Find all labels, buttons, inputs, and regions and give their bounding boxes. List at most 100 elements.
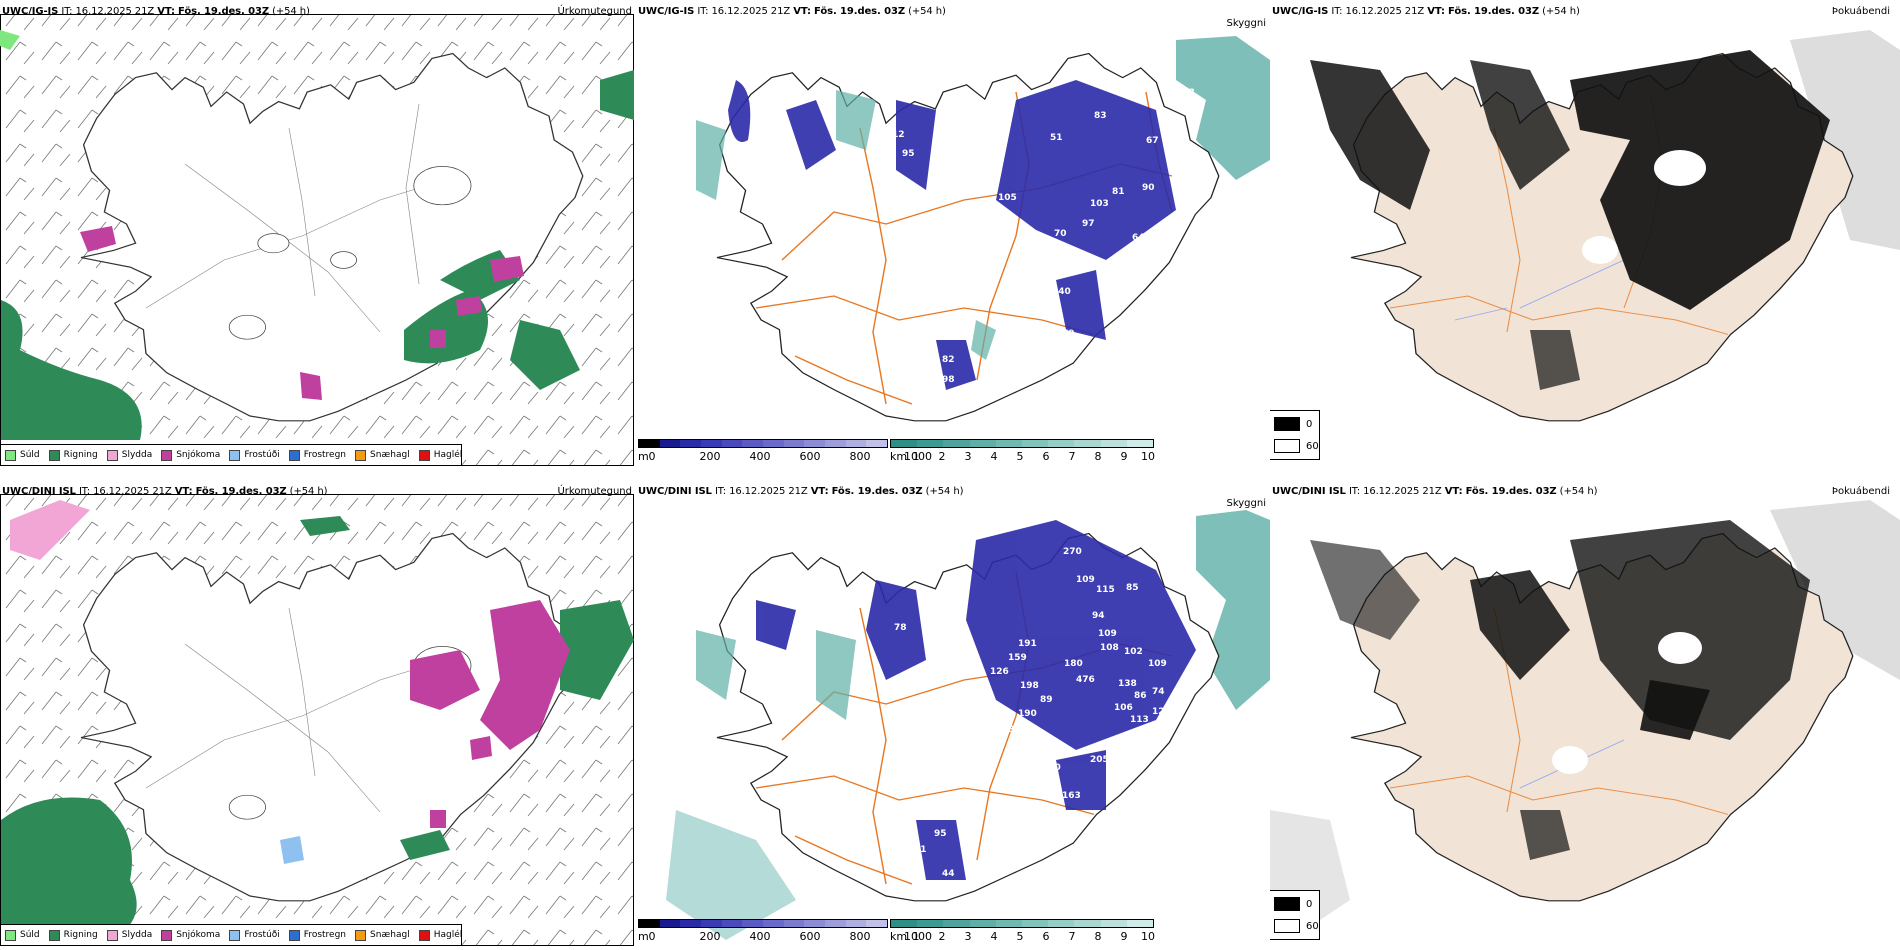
legend-item: Rigning [48,449,98,461]
fog-map [1270,500,1900,940]
cloud-label: 113 [1130,715,1149,725]
cloud-label: 108 [1100,643,1119,653]
fog-legend-row: 60 [1274,439,1319,453]
colorbar-tick: 1 [912,450,920,463]
cloudbase-color-step [763,440,784,447]
cloudbase-color-step [721,440,743,447]
fog-legend: 0 60 [1270,410,1320,460]
cloud-value-labels: 538 147 12 95 83 67 51 105 97 70 81 64 9… [764,88,1195,385]
precip-legend: Súld Rigning Slydda Snjókoma Frostúði Fr… [0,924,462,946]
colorbar-tick: 6 [1042,450,1050,463]
cloud-label: 90 [1142,183,1155,193]
cloud-label: 79 [1062,329,1075,339]
fog-legend-swatch [1274,897,1300,911]
cloudbase-color-step [680,440,702,447]
fog-legend: 0 60 [1270,890,1320,940]
legend-swatch [106,449,118,461]
cloud-label: 476 [1076,675,1095,685]
panel-header: UWC/IG-IS IT: 16.12.2025 21Z VT: Fös. 19… [638,6,946,17]
cloud-label: 190 [1018,709,1037,719]
cloud-label: 62 [914,367,927,377]
cloud-label: 12 [892,130,905,140]
legend-swatch [48,449,60,461]
colorbar-tick: 10 [1141,450,1155,463]
panel-header: UWC/IG-IS IT: 16.12.2025 21Z VT: Fös. 19… [1272,6,1580,17]
legend-item: Frostregn [288,929,346,941]
precip-legend: Súld Rigning Slydda Snjókoma Frostúði Fr… [0,444,462,466]
colorbar-unit: km [890,450,908,463]
cloudbase-color-step [721,920,743,927]
fog-legend-row: 0 [1274,897,1312,911]
cloudbase-colorbar-bar [638,919,888,928]
legend-item: Haglél [418,449,462,461]
cloudbase-color-step [825,440,846,447]
cloud-label: 205 [1090,755,1109,765]
colorbar-unit: km [890,930,908,943]
visibility-color-step [1126,440,1154,447]
cloud-label: 91 [914,845,927,855]
cloudbase-color-step [639,440,660,447]
cloud-label: 538 [1176,88,1195,98]
precip-type-panel-1: UWC/IG-IS IT: 16.12.2025 21Z VT: Fös. 19… [0,0,636,470]
cloud-label: 103 [1090,199,1109,209]
legend-item: Frostregn [288,449,346,461]
legend-item: Snjókoma [161,449,220,461]
colorbar-tick: 4 [990,930,998,943]
cloud-label: 115 [1096,585,1115,595]
cloudbase-colorbar-bar [638,439,888,448]
cloud-label: 64 [1132,233,1145,243]
cloud-label: 109 [1148,659,1167,669]
cloud-label: 136 [1172,515,1191,525]
cloudbase-color-step [701,920,722,927]
legend-item: Snæhagl [355,929,410,941]
panel-header: UWC/DINI ISL IT: 16.12.2025 21Z VT: Fös.… [638,486,964,497]
legend-swatch [5,449,16,461]
colorbar-tick: 2 [938,450,946,463]
cloud-label: 98 [942,375,955,385]
cloud-label: 133 [1114,741,1133,751]
colorbar-tick: 600 [799,930,821,943]
visibility-color-step [1022,440,1049,447]
legend-swatch [48,929,60,941]
fog-legend-swatch [1274,919,1300,933]
cloud-label: 270 [1063,547,1082,557]
cloudbase-color-step [866,440,888,447]
fog-legend-row: 60 [1274,919,1319,933]
visibility-colorbar: km 1 2 3 4 5 6 7 8 9 10 [890,436,1155,466]
legend-swatch [229,929,241,941]
visibility-color-step [1126,920,1154,927]
cloud-label: 198 [1020,681,1039,691]
panel-title: Skyggni [1226,498,1266,509]
cloud-label: 126 [990,667,1009,677]
legend-swatch [418,449,430,461]
cloudbase-color-step [825,920,846,927]
fog-legend-swatch [1274,417,1300,431]
panel-header: UWC/DINI ISL IT: 16.12.2025 21Z VT: Fös.… [2,486,328,497]
visibility-color-step [995,440,1023,447]
cloudbase-color-step [639,920,660,927]
colorbar-tick: 7 [1068,930,1076,943]
colorbar-tick: 400 [749,450,771,463]
cloud-label: 74 [1152,687,1165,697]
panel-title: Úrkomutegund [557,486,632,497]
fog-panel-2: UWC/DINI ISL IT: 16.12.2025 21Z VT: Fös.… [1270,480,1900,950]
colorbar-tick: 800 [849,930,871,943]
cloudbase-colorbar: m 0 200 400 600 800 1000 [638,436,932,466]
visibility-color-step [1074,440,1101,447]
cloudbase-color-step [659,920,681,927]
visibility-color-step [1100,440,1127,447]
cloudbase-color-step [701,440,722,447]
visibility-colorbar-bar [890,439,1154,448]
legend-swatch [355,929,367,941]
legend-item: Súld [5,449,40,461]
cloud-label: 94 [1092,611,1105,621]
cloud-label: 160 [1042,763,1061,773]
visibility-color-step [1074,920,1101,927]
cloud-label: 109 [1098,629,1117,639]
legend-item: Haglél [418,929,462,941]
colorbar-tick: 200 [699,930,721,943]
visibility-color-step [995,920,1023,927]
cloud-value-labels: 136 270 109 115 85 94 109 108 191 159 12… [886,515,1191,879]
legend-item: Frostúði [229,449,280,461]
visibility-color-step [1048,920,1075,927]
